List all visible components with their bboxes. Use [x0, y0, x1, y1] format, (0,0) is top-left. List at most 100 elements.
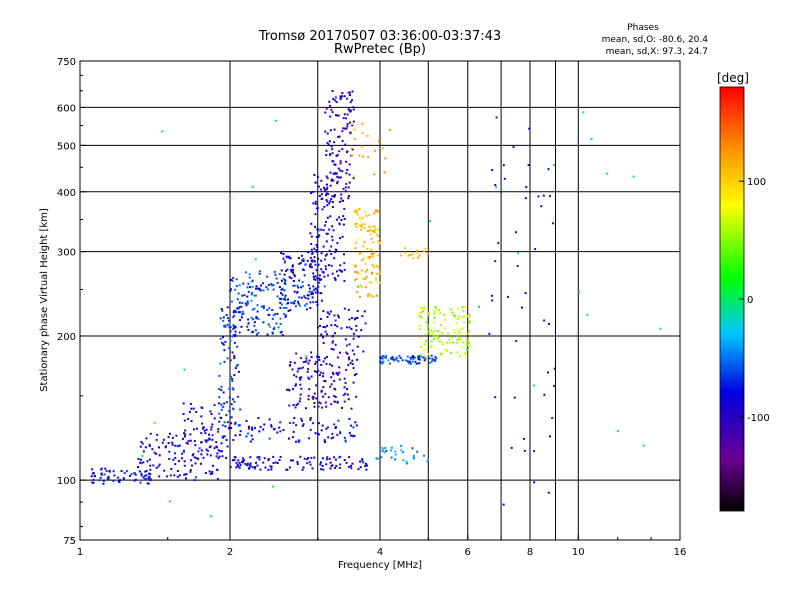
data-point	[269, 325, 272, 328]
data-point	[99, 476, 102, 479]
data-point	[300, 376, 303, 379]
data-point	[155, 452, 158, 455]
data-point	[335, 155, 338, 157]
data-point	[315, 249, 318, 251]
plot-grid	[80, 61, 680, 540]
data-point	[424, 333, 427, 336]
data-point	[590, 137, 593, 140]
data-point	[338, 378, 341, 381]
data-point	[428, 332, 431, 335]
data-point	[434, 329, 437, 332]
data-point	[361, 217, 364, 219]
data-point	[468, 321, 471, 324]
data-point	[433, 359, 436, 362]
data-point	[144, 470, 147, 473]
data-point	[400, 444, 403, 447]
data-point	[446, 349, 449, 352]
data-point	[318, 374, 321, 377]
data-point	[287, 309, 290, 312]
x-tick-label: 4	[377, 547, 383, 558]
data-point	[146, 482, 149, 485]
data-point	[255, 461, 257, 464]
data-point	[201, 407, 204, 409]
data-point	[343, 268, 346, 271]
colorbar-tick-label: 0	[747, 295, 753, 306]
data-point	[163, 469, 166, 472]
data-point	[298, 376, 301, 379]
data-point	[290, 459, 292, 462]
data-point	[383, 171, 386, 174]
data-point	[424, 247, 427, 250]
data-point	[348, 94, 351, 96]
data-point	[217, 428, 220, 431]
data-point	[390, 446, 393, 449]
data-point	[233, 327, 236, 330]
data-point	[98, 479, 101, 482]
data-point	[233, 357, 236, 360]
data-point	[267, 284, 270, 286]
data-point	[368, 214, 371, 216]
data-point	[168, 458, 171, 460]
data-point	[320, 333, 323, 336]
data-point	[330, 245, 333, 248]
data-point	[338, 216, 341, 219]
data-point	[238, 331, 241, 334]
data-point	[322, 229, 325, 232]
data-point	[312, 202, 315, 205]
data-point	[197, 450, 200, 453]
data-point	[254, 466, 257, 468]
data-point	[327, 274, 329, 277]
data-point	[495, 116, 498, 119]
data-point	[352, 337, 355, 340]
data-point	[230, 427, 233, 429]
data-point	[262, 428, 265, 431]
data-point	[355, 277, 358, 280]
data-point	[324, 326, 327, 329]
data-point	[365, 468, 368, 471]
data-point	[223, 402, 226, 405]
data-point	[280, 292, 282, 295]
data-point	[328, 228, 331, 231]
data-point	[313, 370, 316, 373]
data-point	[443, 318, 446, 321]
data-point	[316, 207, 318, 210]
data-point	[374, 277, 377, 279]
data-point	[346, 97, 349, 100]
data-point	[329, 171, 332, 174]
data-point	[346, 150, 349, 153]
data-point	[297, 300, 299, 303]
data-point	[333, 423, 336, 426]
data-point	[288, 276, 291, 279]
data-point	[330, 403, 333, 406]
data-point	[144, 478, 147, 481]
data-point	[229, 466, 232, 468]
data-point	[229, 339, 232, 342]
data-point	[153, 421, 156, 424]
data-point	[318, 422, 320, 425]
data-point	[226, 317, 229, 319]
data-point	[246, 300, 249, 303]
data-point	[333, 194, 336, 196]
data-point	[419, 353, 422, 356]
data-point	[449, 342, 452, 344]
data-point	[300, 286, 302, 289]
data-point	[157, 465, 160, 468]
data-point	[325, 458, 328, 461]
data-point	[331, 90, 334, 92]
data-point	[232, 439, 235, 441]
data-point	[241, 461, 244, 464]
data-point	[256, 304, 259, 307]
data-point	[363, 240, 366, 243]
data-point	[339, 160, 342, 163]
data-point	[423, 343, 426, 346]
data-point	[326, 204, 329, 207]
data-point	[122, 477, 125, 480]
data-point	[312, 259, 315, 262]
data-point	[351, 148, 354, 151]
data-point	[251, 292, 254, 295]
data-point	[376, 210, 379, 213]
data-point	[375, 273, 378, 275]
data-point	[203, 429, 206, 432]
data-point	[149, 468, 152, 471]
data-point	[461, 306, 464, 309]
